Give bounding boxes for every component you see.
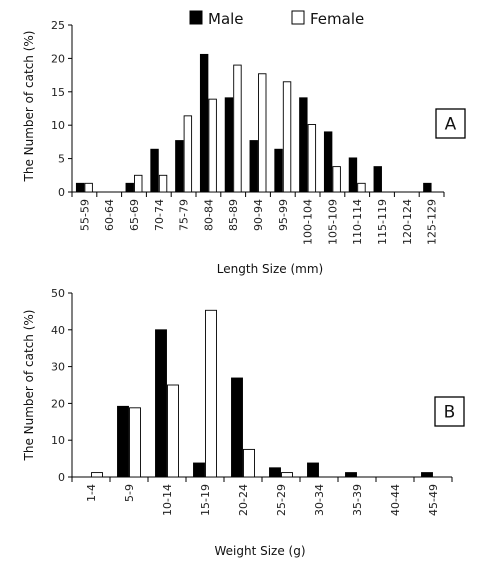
panel-a-x-tick-label: 85-89 bbox=[227, 199, 240, 231]
panel-a-x-tick-label: 95-99 bbox=[277, 199, 290, 231]
panel-b-x-tick-label: 25-29 bbox=[275, 484, 288, 516]
panel-a-y-tick-label: 15 bbox=[51, 86, 65, 99]
panel-b-y-tick-label: 10 bbox=[51, 434, 65, 447]
panel-a-label-box bbox=[435, 108, 466, 139]
panel-a-bar-male bbox=[125, 182, 134, 193]
panel-a-bar-male bbox=[75, 182, 85, 193]
panel-a-x-tick-label: 110-114 bbox=[351, 199, 364, 245]
panel-a-y-tick-label: 0 bbox=[58, 186, 65, 199]
panel-a-y-tick-label: 25 bbox=[51, 19, 65, 32]
panel-a-y-tick-label: 5 bbox=[58, 153, 65, 166]
panel-a-bar-male bbox=[224, 97, 234, 193]
panel-b-bar-female bbox=[205, 309, 217, 478]
panel-a-x-tick-label: 65-69 bbox=[128, 199, 141, 231]
panel-a-x-tick-label: 90-94 bbox=[252, 199, 265, 231]
panel-a-x-tick-label: 100-104 bbox=[302, 199, 315, 245]
panel-b-x-tick-label: 5-9 bbox=[123, 484, 136, 502]
panel-b-bar-female bbox=[91, 472, 103, 478]
panel-b-y-axis-title: The Number of catch (%) bbox=[22, 310, 36, 462]
legend: Male Female bbox=[189, 10, 364, 28]
panel-b-y-tick-label: 50 bbox=[51, 287, 65, 300]
panel-a-bar-female bbox=[357, 182, 366, 193]
panel-a-y-tick-label: 10 bbox=[51, 119, 65, 132]
panel-b-x-tick-label: 30-34 bbox=[313, 484, 326, 516]
panel-b-bar-male bbox=[269, 467, 281, 478]
panel-a-bar-male bbox=[373, 166, 382, 193]
panel-a-bar-female bbox=[158, 174, 168, 193]
legend-female-label: Female bbox=[310, 10, 364, 28]
legend-male-label: Male bbox=[208, 10, 244, 28]
panel-b-x-tick-label: 45-49 bbox=[427, 484, 440, 516]
panel-b-x-tick-label: 40-44 bbox=[389, 484, 402, 516]
panel-a-bar-female bbox=[183, 115, 193, 193]
panel-a-y-axis-title: The Number of catch (%) bbox=[22, 31, 36, 183]
legend-female-swatch bbox=[291, 10, 305, 25]
panel-a-bar-male bbox=[199, 53, 209, 193]
panel-b-y-tick-label: 0 bbox=[58, 471, 65, 484]
panel-a-bar-female bbox=[332, 166, 341, 193]
panel-a-bar-female bbox=[233, 64, 242, 193]
panel-a-bar-female bbox=[84, 182, 93, 193]
panel-b-bar-male bbox=[421, 472, 433, 478]
panel-b-bar-male bbox=[307, 462, 319, 478]
panel-b-bar-female bbox=[243, 448, 255, 478]
panel-a-x-tick-label: 115-119 bbox=[376, 199, 389, 245]
panel-a-x-tick-label: 70-74 bbox=[153, 199, 166, 231]
panel-b-bar-male bbox=[231, 377, 243, 478]
panel-a-x-tick-label: 125-129 bbox=[426, 199, 439, 245]
panel-a-bar-female bbox=[307, 124, 317, 193]
panel-a-bar-female bbox=[258, 73, 267, 193]
panel-a-bar-male bbox=[150, 148, 159, 193]
panel-b-x-axis-title: Weight Size (g) bbox=[214, 544, 305, 558]
panel-b-y-tick-label: 30 bbox=[51, 361, 65, 374]
panel-b-bar-male bbox=[117, 405, 129, 478]
panel-a-bar-male bbox=[348, 157, 358, 193]
panel-a-x-tick-label: 120-124 bbox=[401, 199, 414, 245]
panel-b-label: B bbox=[444, 403, 456, 423]
panel-a-x-tick-label: 80-84 bbox=[202, 199, 215, 231]
panel-a-x-axis-title: Length Size (mm) bbox=[217, 262, 323, 276]
panel-b-label-box bbox=[434, 396, 465, 427]
panel-b-x-tick-label: 10-14 bbox=[161, 484, 174, 516]
chart-panel-b: The Number of catch (%) Weight Size (g) … bbox=[22, 287, 465, 558]
panel-a-label: A bbox=[445, 115, 457, 135]
panel-a-x-tick-label: 105-109 bbox=[326, 199, 339, 245]
panel-b-bar-male bbox=[155, 329, 167, 478]
panel-b-bar-male bbox=[345, 472, 357, 478]
panel-b-x-tick-label: 1-4 bbox=[85, 484, 98, 502]
panel-a-bar-male bbox=[299, 97, 308, 193]
panel-a-bar-male bbox=[274, 148, 283, 193]
panel-b-y-tick-label: 40 bbox=[51, 324, 65, 337]
panel-b-bar-female bbox=[129, 407, 141, 478]
chart-panel-a: The Number of catch (%) Length Size (mm)… bbox=[22, 19, 466, 276]
panel-b-x-tick-label: 35-39 bbox=[351, 484, 364, 516]
panel-a-x-tick-label: 60-64 bbox=[103, 199, 116, 231]
panel-b-bar-female bbox=[167, 384, 179, 478]
panel-b-bar-male bbox=[193, 462, 205, 478]
panel-b-x-tick-label: 20-24 bbox=[237, 484, 250, 516]
panel-a-bar-male bbox=[323, 131, 333, 193]
panel-a-x-tick-label: 75-79 bbox=[178, 199, 191, 231]
panel-a-x-tick-label: 55-59 bbox=[78, 199, 91, 231]
panel-a-bar-female bbox=[208, 98, 217, 193]
panel-b-x-tick-label: 15-19 bbox=[199, 484, 212, 516]
panel-a-bar-female bbox=[134, 174, 143, 193]
panel-a-bar-male bbox=[175, 140, 184, 193]
panel-a-y-tick-label: 20 bbox=[51, 52, 65, 65]
legend-male-swatch bbox=[189, 10, 203, 25]
panel-a-bar-male bbox=[249, 140, 258, 193]
panel-a-bar-male bbox=[423, 182, 432, 193]
panel-a-bar-female bbox=[282, 81, 292, 193]
panel-b-bar-female bbox=[281, 472, 293, 478]
panel-b-y-tick-label: 20 bbox=[51, 397, 65, 410]
